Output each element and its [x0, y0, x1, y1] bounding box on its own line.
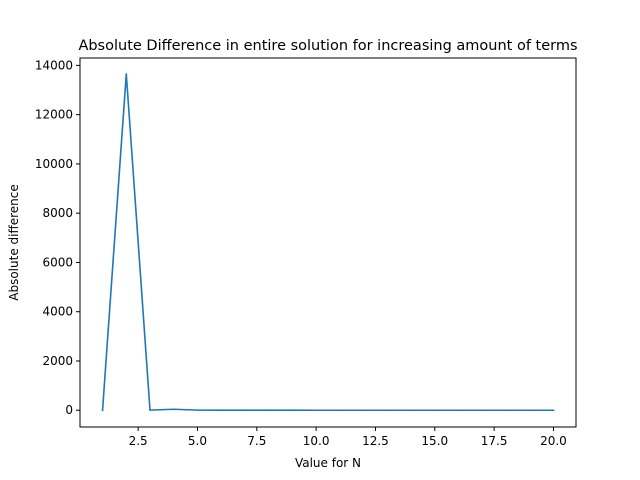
data-point: [457, 409, 460, 412]
y-tick-label: 2000: [42, 354, 73, 368]
series-line-0: [101, 73, 555, 412]
x-tick-label: 10.0: [303, 434, 330, 448]
data-point: [386, 409, 389, 412]
data-point: [267, 409, 270, 412]
data-point: [125, 73, 128, 75]
chart-title: Absolute Difference in entire solution f…: [78, 38, 577, 54]
data-point: [196, 409, 199, 411]
data-point: [172, 408, 175, 411]
y-axis-label: Absolute difference: [7, 184, 21, 301]
x-tick-label: 17.5: [481, 434, 508, 448]
y-tick-label: 4000: [42, 305, 73, 319]
data-point: [315, 409, 317, 412]
x-tick-label: 7.5: [247, 434, 266, 448]
x-axis-label: Value for N: [295, 456, 361, 470]
y-tick-label: 10000: [35, 157, 73, 171]
data-point: [410, 409, 412, 412]
x-axis: 2.5 5.0 7.5 10.0 12.5 15.0 17.5 20.0: [129, 427, 567, 448]
x-tick-label: 15.0: [421, 434, 448, 448]
x-tick-label: 5.0: [188, 434, 207, 448]
y-tick-label: 14000: [35, 58, 73, 72]
data-point: [481, 409, 484, 412]
data-point: [505, 409, 507, 412]
plot-frame: [79, 57, 577, 428]
x-tick-label: 20.0: [540, 434, 567, 448]
x-tick-label: 2.5: [129, 434, 148, 448]
series-layer: [101, 73, 555, 412]
data-point: [433, 409, 436, 412]
y-tick-label: 6000: [42, 255, 73, 269]
data-point: [362, 409, 365, 412]
data-point: [149, 409, 151, 411]
x-tick-label: 12.5: [362, 434, 389, 448]
data-point: [528, 409, 531, 412]
data-point: [339, 409, 341, 412]
data-point: [291, 409, 294, 412]
data-point: [220, 409, 223, 412]
data-point: [101, 409, 104, 412]
y-tick-label: 0: [65, 403, 73, 417]
y-axis: 0 2000 4000 6000 8000 10000 12000 14000: [35, 58, 80, 417]
data-point: [552, 409, 555, 412]
y-tick-label: 8000: [42, 206, 73, 220]
y-tick-label: 12000: [35, 108, 73, 122]
data-point: [244, 409, 246, 412]
